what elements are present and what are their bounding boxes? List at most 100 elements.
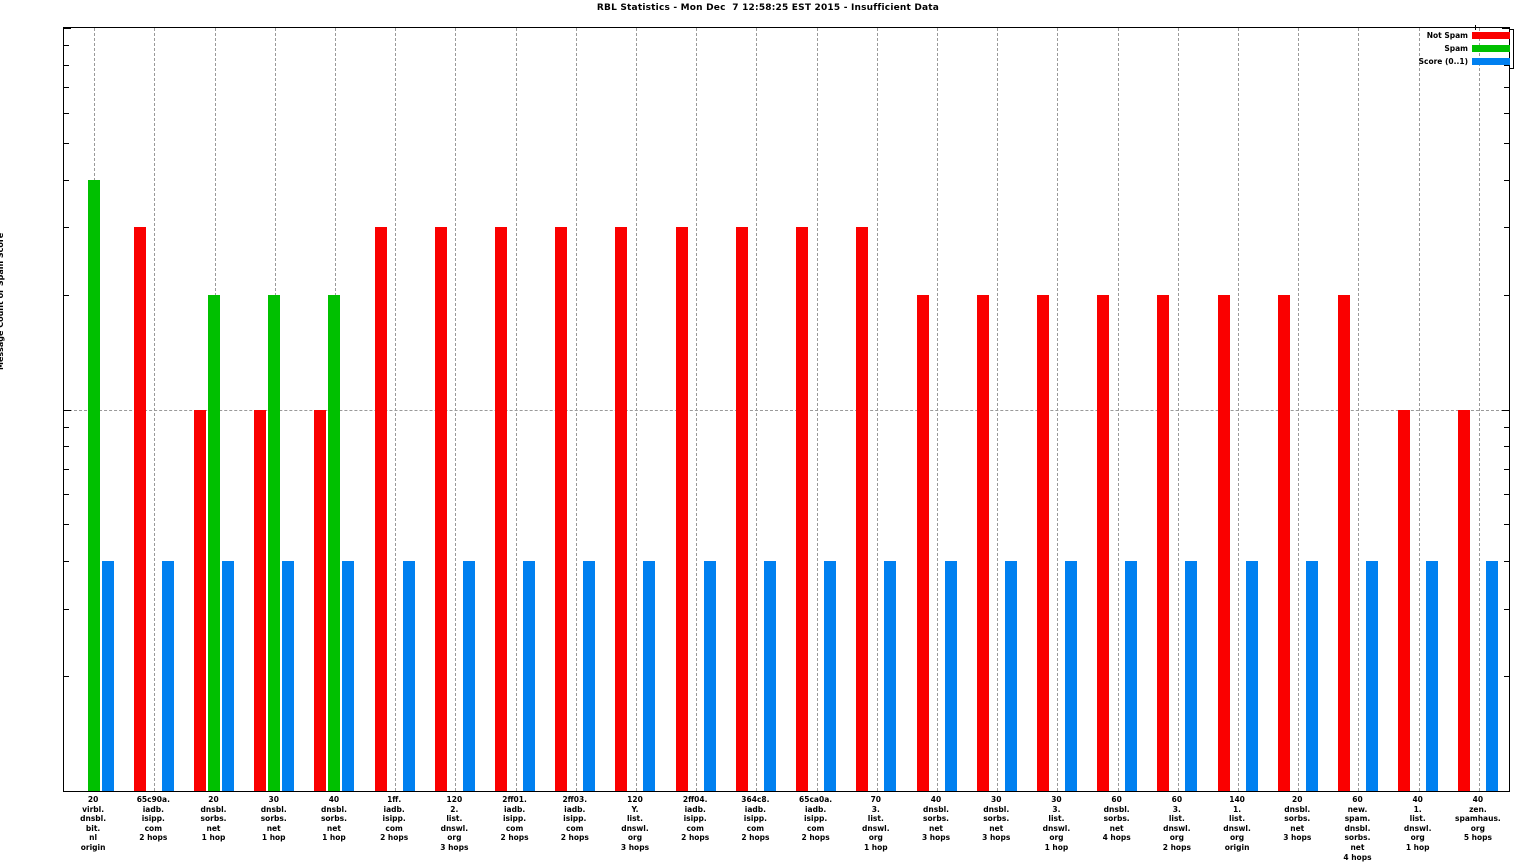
y-axis-minor-tick bbox=[1504, 524, 1509, 526]
y-axis-minor-tick bbox=[1504, 179, 1509, 181]
gridline-vertical bbox=[756, 28, 757, 791]
x-axis-tick-label: 65ca0a. iadb. isipp. com 2 hops bbox=[799, 795, 833, 843]
y-axis-minor-tick bbox=[64, 142, 69, 144]
legend-bracket-tick bbox=[1475, 25, 1476, 30]
x-axis-tick-label: 2ff01. iadb. isipp. com 2 hops bbox=[500, 795, 529, 843]
y-axis-minor-tick bbox=[1504, 446, 1509, 448]
y-axis-minor-tick bbox=[1504, 676, 1509, 678]
legend-color-swatch bbox=[1472, 31, 1510, 39]
gridline-vertical bbox=[1118, 28, 1119, 791]
y-axis-minor-tick bbox=[1504, 608, 1509, 610]
y-axis-minor-tick bbox=[64, 494, 69, 496]
bar-score bbox=[1065, 561, 1077, 791]
bar-score bbox=[342, 561, 354, 791]
legend-item-label: Score (0..1) bbox=[1418, 56, 1468, 66]
bar-not-spam bbox=[314, 409, 326, 791]
x-axis-tick-label: 30 3. list. dnswl. org 1 hop bbox=[1042, 795, 1071, 852]
y-axis-major-tick bbox=[64, 28, 71, 29]
y-axis-minor-tick bbox=[1504, 227, 1509, 229]
x-axis-tick-label: 20 dnsbl. sorbs. net 1 hop bbox=[200, 795, 227, 843]
plot-inner bbox=[64, 28, 1509, 792]
y-axis-minor-tick bbox=[1504, 112, 1509, 114]
y-axis-minor-tick bbox=[64, 112, 69, 114]
legend-bracket bbox=[1509, 29, 1514, 69]
bar-not-spam bbox=[977, 294, 989, 791]
gridline-vertical bbox=[817, 28, 818, 791]
y-axis-minor-tick bbox=[64, 608, 69, 610]
y-axis-minor-tick bbox=[1504, 142, 1509, 144]
y-axis-minor-tick bbox=[64, 87, 69, 89]
gridline-vertical bbox=[1057, 28, 1058, 791]
bar-score bbox=[884, 561, 896, 791]
x-axis-tick-label: 30 dnsbl. sorbs. net 1 hop bbox=[260, 795, 287, 843]
gridline-vertical bbox=[696, 28, 697, 791]
bar-not-spam bbox=[134, 227, 146, 791]
y-axis-minor-tick bbox=[1504, 64, 1509, 66]
x-axis-tick-label: 2ff04. iadb. isipp. com 2 hops bbox=[681, 795, 710, 843]
gridline-vertical bbox=[877, 28, 878, 791]
bar-score bbox=[1426, 561, 1438, 791]
x-axis-tick-label: 60 3. list. dnswl. org 2 hops bbox=[1162, 795, 1191, 852]
bar-not-spam bbox=[1037, 294, 1049, 791]
y-axis-major-tick bbox=[1502, 791, 1509, 792]
gridline-vertical bbox=[455, 28, 456, 791]
gridline-vertical bbox=[395, 28, 396, 791]
bar-score bbox=[403, 561, 415, 791]
y-axis-minor-tick bbox=[64, 561, 69, 563]
legend-color-swatch bbox=[1472, 44, 1510, 52]
y-axis-minor-tick bbox=[1504, 561, 1509, 563]
gridline-vertical bbox=[937, 28, 938, 791]
gridline-vertical bbox=[636, 28, 637, 791]
bar-score bbox=[1366, 561, 1378, 791]
plot-area bbox=[63, 27, 1510, 792]
bar-score bbox=[764, 561, 776, 791]
y-axis-major-tick bbox=[1502, 409, 1509, 411]
y-axis-minor-tick bbox=[64, 227, 69, 229]
gridline-vertical bbox=[1238, 28, 1239, 791]
bar-not-spam bbox=[194, 409, 206, 791]
gridline-vertical bbox=[1419, 28, 1420, 791]
y-axis-minor-tick bbox=[64, 524, 69, 526]
y-axis-minor-tick bbox=[1504, 87, 1509, 89]
bar-score bbox=[222, 561, 234, 791]
y-axis-minor-tick bbox=[1504, 494, 1509, 496]
bar-not-spam bbox=[1458, 409, 1470, 791]
y-axis-minor-tick bbox=[64, 426, 69, 428]
y-axis-minor-tick bbox=[64, 468, 69, 470]
bar-not-spam bbox=[495, 227, 507, 791]
gridline-horizontal bbox=[64, 409, 1509, 411]
y-axis-minor-tick bbox=[64, 179, 69, 181]
gridline-vertical bbox=[1178, 28, 1179, 791]
bar-score bbox=[1005, 561, 1017, 791]
y-axis-minor-tick bbox=[1504, 426, 1509, 428]
x-axis-tick-label: 65c90a. iadb. isipp. com 2 hops bbox=[136, 795, 170, 843]
bar-spam bbox=[268, 294, 280, 791]
bar-not-spam bbox=[917, 294, 929, 791]
y-axis-minor-tick bbox=[64, 294, 69, 296]
bar-not-spam bbox=[615, 227, 627, 791]
legend-item: Not Spam bbox=[1398, 29, 1510, 41]
x-axis-tick-label: 60 new. spam. dnsbl. sorbs. net 4 hops bbox=[1343, 795, 1372, 862]
x-axis-tick-label: 364c8. iadb. isipp. com 2 hops bbox=[741, 795, 770, 843]
y-axis-title: Message Count or Spam Score bbox=[0, 232, 5, 370]
bar-not-spam bbox=[435, 227, 447, 791]
gridline-vertical bbox=[997, 28, 998, 791]
legend-item-label: Spam bbox=[1444, 43, 1468, 53]
x-axis-tick-label: 20 virbl. dnsbl. bit. nl origin bbox=[80, 795, 107, 852]
bar-not-spam bbox=[856, 227, 868, 791]
x-axis-tick-label: 2ff03. iadb. isipp. com 2 hops bbox=[560, 795, 589, 843]
bar-not-spam bbox=[796, 227, 808, 791]
bar-not-spam bbox=[1218, 294, 1230, 791]
gridline-vertical bbox=[154, 28, 155, 791]
y-axis-minor-tick bbox=[64, 676, 69, 678]
y-axis-minor-tick bbox=[1504, 294, 1509, 296]
bar-not-spam bbox=[555, 227, 567, 791]
x-axis-tick-label: 20 dnsbl. sorbs. net 3 hops bbox=[1283, 795, 1312, 843]
bar-score bbox=[1125, 561, 1137, 791]
bar-spam bbox=[88, 179, 100, 791]
bar-score bbox=[523, 561, 535, 791]
bar-score bbox=[1246, 561, 1258, 791]
chart-title: RBL Statistics - Mon Dec 7 12:58:25 EST … bbox=[596, 3, 940, 13]
bar-score bbox=[1185, 561, 1197, 791]
